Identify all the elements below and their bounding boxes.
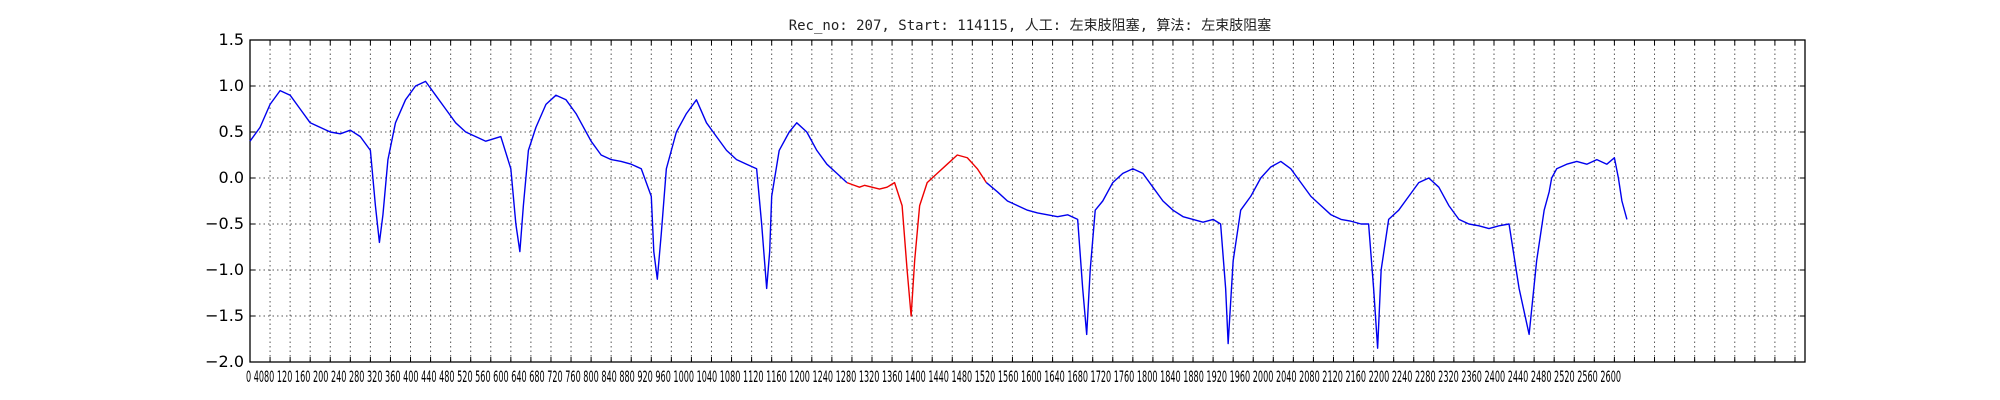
y-tick-label: 0.0 [219,168,244,187]
x-tick-labels: 0 4080 120 160 200 240 280 320 360 400 4… [246,367,1621,386]
y-tick-label: −2.0 [205,352,244,371]
chart-title: Rec_no: 207, Start: 114115, 人工: 左束肢阻塞, 算… [789,17,1272,34]
grid-layer [250,40,1805,362]
y-tick-label: −1.5 [205,306,244,325]
series-signal [986,158,1627,348]
y-tick-label: 1.0 [219,76,244,95]
series-highlighted-beat [847,155,986,316]
series-layer [250,81,1627,348]
x-axis [250,40,1795,362]
series-line [986,158,1627,348]
y-tick-label: −0.5 [205,214,244,233]
y-axis: −2.0 −1.5 −1.0 −0.5 0.0 0.5 1.0 1.5 [205,30,1805,371]
y-tick-label: 0.5 [219,122,244,141]
series-signal [250,81,847,288]
plot-area [250,40,1805,362]
y-tick-label: 1.5 [219,30,244,49]
series-line [847,155,986,316]
series-line [250,81,847,288]
y-tick-label: −1.0 [205,260,244,279]
